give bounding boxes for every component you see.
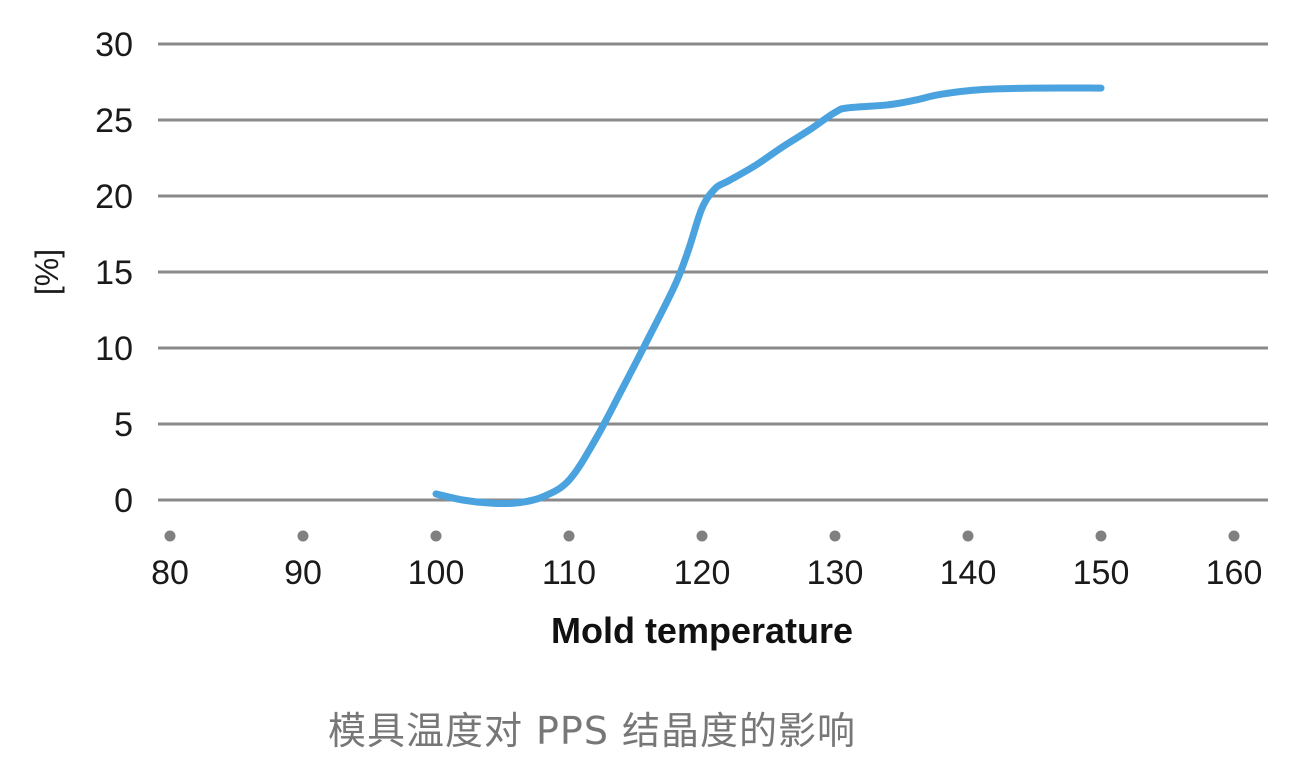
x-tick-marker: [430, 530, 442, 542]
y-tick-label: 0: [114, 482, 133, 520]
x-axis-title: Mold temperature: [551, 610, 853, 651]
x-tick-label: 140: [940, 554, 997, 592]
chart-caption: 模具温度对 PPS 结晶度的影响: [327, 709, 857, 753]
y-tick-label: 15: [95, 254, 133, 292]
gridlines: [158, 42, 1268, 502]
x-tick-label: 110: [542, 554, 596, 592]
x-tick-marker: [696, 530, 708, 542]
x-tick-marker: [829, 530, 841, 542]
y-tick-label: 10: [95, 330, 133, 368]
x-tick-label: 130: [807, 554, 864, 592]
x-tick-label: 160: [1206, 554, 1263, 592]
x-tick-marker: [297, 530, 309, 542]
x-tick-label: 80: [151, 554, 189, 592]
x-tick-marker: [563, 530, 575, 542]
x-tick-marker: [1228, 530, 1240, 542]
series-line-0: [432, 84, 1105, 508]
x-tick-label: 90: [284, 554, 322, 592]
y-tick-label: 20: [95, 178, 133, 216]
y-axis-ticks: 0 5 10 15 20 25 30: [95, 26, 133, 520]
y-tick-label: 25: [95, 102, 133, 140]
x-axis-ticks: 80 90 100 110 120 130 140 150 160: [151, 530, 1263, 592]
y-tick-label: 30: [95, 26, 133, 64]
y-axis-title: [%]: [29, 249, 65, 295]
series-layer: [432, 84, 1105, 508]
x-tick-marker: [962, 530, 974, 542]
x-tick-label: 150: [1073, 554, 1130, 592]
x-tick-marker: [1095, 530, 1107, 542]
y-tick-label: 5: [114, 406, 133, 444]
x-tick-label: 120: [674, 554, 731, 592]
x-tick-label: 100: [408, 554, 465, 592]
x-tick-marker: [164, 530, 176, 542]
